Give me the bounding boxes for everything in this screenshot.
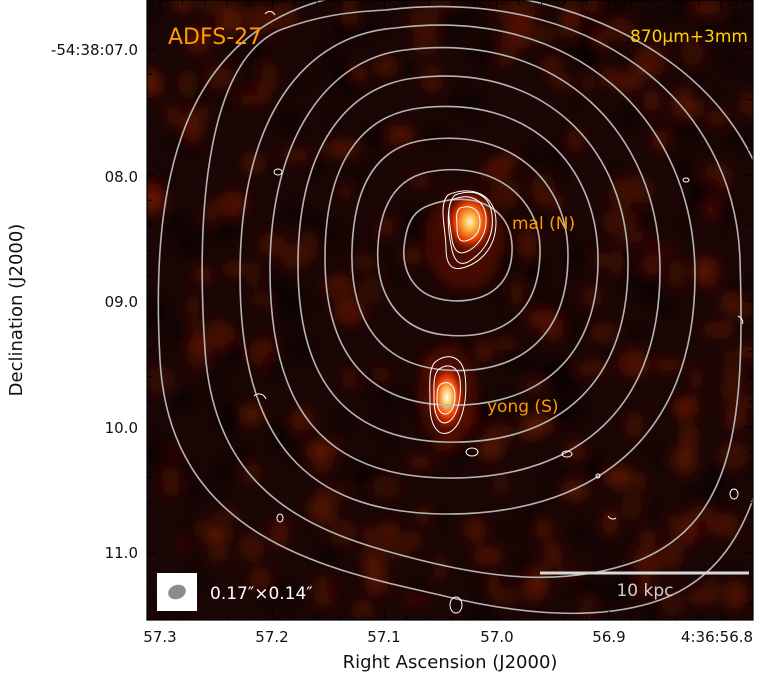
y-tick-label: 09.0 (105, 293, 138, 311)
bands-label: 870μm+3mm (630, 27, 748, 47)
x-tick-label: 57.2 (255, 628, 288, 646)
x-tick-label: 57.1 (367, 628, 400, 646)
plot-frame (146, 0, 754, 621)
x-axis-title: Right Ascension (J2000) (343, 652, 558, 673)
image-panel (147, 0, 753, 620)
noise-texture (147, 0, 753, 620)
source-south-emission (427, 361, 467, 433)
y-tick-label: -54:38:07.0 (51, 41, 138, 59)
axis-ticks (147, 0, 753, 620)
x-tick-label: 56.9 (592, 628, 625, 646)
x-tick-label: 57.3 (143, 628, 176, 646)
target-name: ADFS-27 (168, 25, 262, 50)
scalebar-label: 10 kpc (616, 581, 673, 601)
beam-ellipse-icon (168, 584, 186, 600)
y-tick-label: 11.0 (105, 544, 138, 562)
source-label-north: mal (N) (512, 214, 575, 234)
white-contours (253, 11, 744, 614)
y-axis-title: Declination (J2000) (6, 224, 27, 397)
x-tick-label: 57.0 (480, 628, 513, 646)
y-tick-label: 10.0 (105, 419, 138, 437)
x-tick-label: 4:36:56.8 (681, 628, 753, 646)
grey-contours (157, 0, 753, 615)
y-tick-label: 08.0 (105, 168, 138, 186)
beam-label: 0.17″×0.14″ (210, 584, 313, 604)
source-label-south: yong (S) (487, 397, 559, 417)
